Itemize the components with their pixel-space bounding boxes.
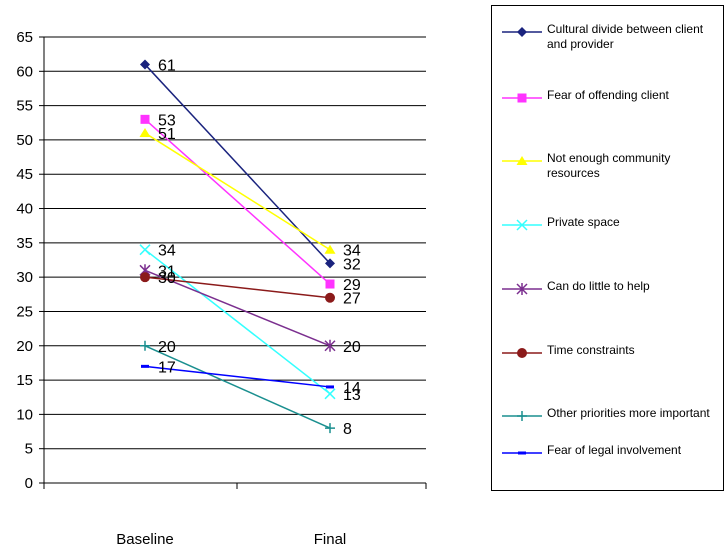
data-point <box>326 385 334 389</box>
data-label: 53 <box>158 112 176 129</box>
data-label: 34 <box>343 243 361 260</box>
data-point <box>325 292 335 303</box>
legend-label: Not enough community resources <box>547 151 671 180</box>
series-line <box>144 269 331 347</box>
y-tick-label: 0 <box>25 475 33 492</box>
series-line <box>144 365 331 388</box>
data-point <box>140 59 150 70</box>
data-label: 31 <box>158 263 176 280</box>
legend-swatch <box>502 93 542 103</box>
series-0: 61 32 <box>140 57 361 273</box>
data-label: 20 <box>158 339 176 356</box>
y-tick-label: 15 <box>16 372 33 389</box>
series-4: 31 20 <box>139 263 361 356</box>
legend-label: Cultural divide between client and provi… <box>547 22 704 51</box>
data-point <box>324 388 336 400</box>
data-point <box>325 279 335 289</box>
y-tick-label: 5 <box>25 441 33 458</box>
legend-label: Time constraints <box>547 343 635 357</box>
y-tick-label: 50 <box>16 132 33 149</box>
data-label: 61 <box>158 57 176 74</box>
series-5: 30 27 <box>140 270 361 308</box>
data-label: 13 <box>343 387 361 404</box>
data-label: 29 <box>343 277 361 294</box>
series-3: 34 13 <box>139 243 361 404</box>
series-line <box>144 132 331 251</box>
data-label: 51 <box>158 126 176 143</box>
data-label: 20 <box>343 339 361 356</box>
y-tick-label: 25 <box>16 303 33 320</box>
legend-swatch <box>502 451 542 455</box>
legend-marker <box>516 283 528 295</box>
y-tick-label: 60 <box>16 63 33 80</box>
y-tick-label: 65 <box>16 29 33 46</box>
legend-marker <box>516 219 528 231</box>
legend-marker <box>517 27 527 37</box>
data-label: 30 <box>158 270 176 287</box>
legend-swatch <box>502 219 542 231</box>
data-label: 34 <box>158 243 176 260</box>
data-point <box>324 339 336 352</box>
data-point <box>139 128 151 138</box>
data-label: 32 <box>343 256 361 273</box>
data-point <box>140 114 150 124</box>
series-line <box>144 345 331 429</box>
data-point <box>141 364 149 368</box>
legend-marker <box>517 348 527 358</box>
data-point <box>325 423 335 434</box>
series-1: 53 29 <box>140 112 361 294</box>
legend-marker <box>517 411 527 421</box>
legend-marker <box>518 451 526 455</box>
y-tick-label: 35 <box>16 235 33 252</box>
legend-swatch <box>502 156 542 165</box>
legend-label: Can do little to help <box>547 279 650 293</box>
series-line <box>144 249 331 395</box>
data-point <box>325 258 335 269</box>
legend-label: Other priorities more important <box>547 406 710 420</box>
series-line <box>144 63 331 264</box>
data-label: 8 <box>343 421 352 438</box>
legend-marker <box>517 93 527 103</box>
data-point <box>140 340 150 351</box>
y-tick-label: 20 <box>16 338 33 355</box>
series-2: 51 34 <box>139 126 361 260</box>
legend-swatch <box>502 348 542 358</box>
series-line <box>144 118 331 285</box>
legend: Cultural divide between client and provi… <box>491 5 724 491</box>
legend-label: Private space <box>547 215 620 229</box>
legend-label: Fear of offending client <box>547 88 669 102</box>
data-label: 14 <box>343 380 361 397</box>
data-label: 27 <box>343 291 361 308</box>
series-6: 20 8 <box>140 339 352 438</box>
x-category-label: Final <box>314 531 347 548</box>
legend-swatch <box>502 27 542 37</box>
legend-label: Fear of legal involvement <box>547 443 682 457</box>
y-tick-label: 45 <box>16 166 33 183</box>
data-point <box>139 244 151 256</box>
x-category-label: Baseline <box>116 531 174 548</box>
y-tick-label: 10 <box>16 406 33 423</box>
y-tick-label: 40 <box>16 201 33 218</box>
data-label: 17 <box>158 359 176 376</box>
y-tick-label: 55 <box>16 98 33 115</box>
data-point <box>324 244 336 254</box>
legend-swatch <box>502 411 542 421</box>
legend-swatch <box>502 283 542 295</box>
data-point <box>140 272 150 283</box>
series-line <box>144 276 331 299</box>
legend-marker <box>516 156 528 165</box>
y-tick-label: 30 <box>16 269 33 286</box>
